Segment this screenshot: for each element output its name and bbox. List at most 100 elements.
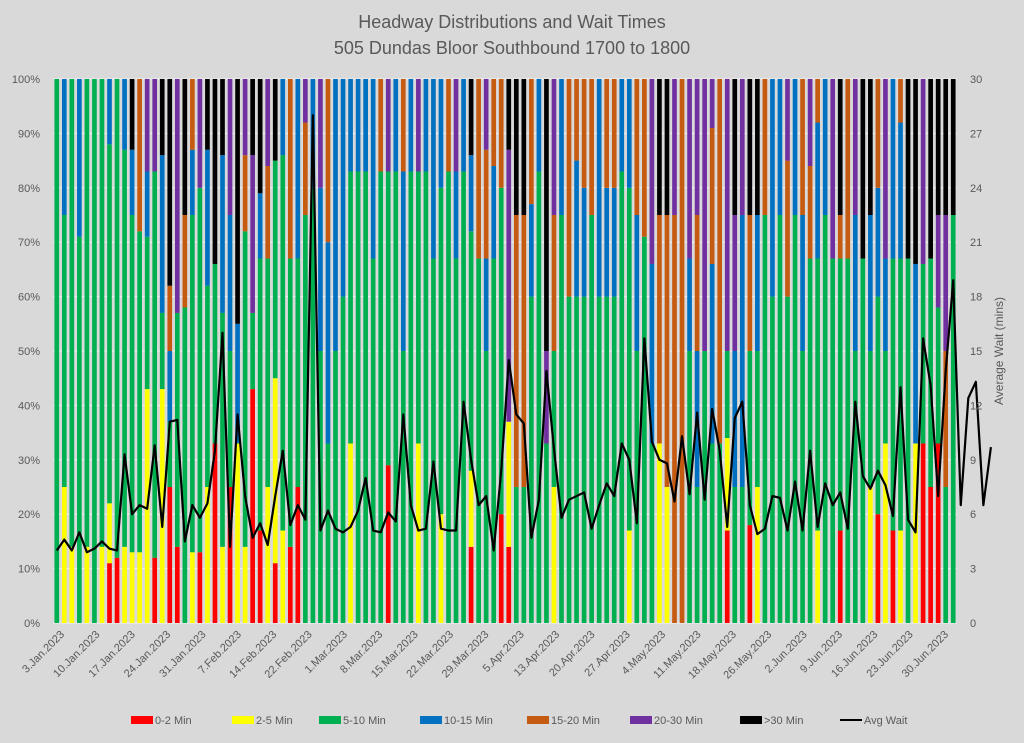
bar-segment-15-20-min (807, 166, 813, 259)
bar-segment-10-15-min (800, 215, 805, 351)
bar-segment-5-10-min (295, 258, 301, 487)
bar-stack (92, 79, 97, 623)
bar-segment-15-20-min (483, 149, 489, 259)
bar-segment-30-min (664, 79, 670, 215)
bar-stack (348, 79, 353, 623)
bar-segment-5-10-min (84, 79, 90, 547)
bar-segment-30-min (513, 79, 519, 215)
bar-segment-2-5-min (190, 552, 195, 623)
bar-segment-5-10-min (770, 296, 775, 623)
bar-segment-5-10-min (724, 351, 730, 439)
legend-label: >30 Min (764, 715, 803, 727)
bar-stack (340, 79, 346, 623)
bar-segment-2-5-min (506, 421, 512, 547)
bar-segment-15-20-min (378, 79, 384, 172)
bar-stack (604, 79, 610, 623)
bar-segment-10-15-min (355, 79, 361, 172)
bar-segment-30-min (272, 79, 278, 161)
bar-stack (837, 79, 843, 623)
bar-segment-5-10-min (61, 215, 67, 487)
bar-segment-20-30-min (694, 79, 700, 215)
bar-segment-2-5-min (69, 546, 75, 623)
bar-stack (250, 79, 255, 623)
left-tick-label: 0% (24, 618, 40, 630)
bar-stack (913, 79, 918, 623)
bar-segment-20-30-min (672, 79, 677, 215)
bar-segment-15-20-min (875, 79, 881, 188)
bar-segment-5-10-min (513, 487, 519, 623)
bar-stack (626, 79, 632, 623)
bar-stack (77, 79, 82, 623)
bar-stack (182, 79, 188, 623)
bar-stack (54, 79, 60, 623)
bar-segment-10-15-min (144, 171, 150, 237)
bar-segment-15-20-min (709, 127, 715, 264)
bar-segment-20-30-min (732, 215, 738, 351)
bar-segment-10-15-min (868, 215, 873, 351)
bar-segment-5-10-min (807, 258, 813, 623)
bar-stack (205, 79, 210, 623)
bar-segment-5-10-min (280, 155, 286, 531)
bar-stack (423, 79, 429, 624)
bar-stack (174, 79, 180, 623)
bar-segment-5-10-min (438, 187, 444, 515)
bar-segment-5-10-min (559, 215, 564, 623)
bar-segment-5-10-min (152, 171, 158, 558)
bar-stack (431, 79, 436, 623)
bar-segment-30-min (913, 79, 918, 264)
bar-segment-30-min (755, 79, 760, 215)
bar-segment-20-30-min (830, 79, 836, 259)
bar-segment-30-min (837, 79, 843, 215)
legend-label: 2-5 Min (256, 715, 293, 727)
bar-segment-10-15-min (438, 79, 444, 188)
bar-segment-30-min (257, 79, 263, 194)
bar-segment-5-10-min (777, 215, 783, 623)
legend: 0-2 Min 2-5 Min 5-10 Min 10-15 Min 15-20 Min… (131, 715, 907, 727)
bar-stack (679, 79, 685, 623)
bar-segment-15-20-min (513, 215, 519, 487)
bar-stack (318, 79, 323, 623)
bar-segment-0-2-min (114, 557, 120, 623)
bar-segment-10-15-min (370, 79, 376, 259)
left-tick-label: 40% (18, 400, 40, 412)
bar-stack (446, 79, 451, 624)
bar-segment-30-min (544, 79, 549, 351)
bar-segment-5-10-min (762, 215, 768, 623)
bar-segment-10-15-min (295, 79, 301, 259)
bar-segment-15-20-min (898, 79, 903, 123)
bar-stack (167, 79, 173, 623)
bar-segment-30-min (868, 79, 873, 215)
bar-segment-0-2-min (295, 487, 301, 623)
legend-label: 20-30 Min (654, 715, 703, 727)
bar-stack (770, 79, 775, 623)
bar-segment-15-20-min (679, 79, 685, 623)
bar-segment-15-20-min (446, 79, 451, 172)
bar-segment-5-10-min (446, 171, 451, 624)
bar-segment-20-30-min (453, 79, 459, 172)
legend-item: >30 Min (740, 715, 803, 727)
bar-segment-2-5-min (416, 443, 421, 623)
bar-segment-2-5-min (551, 487, 557, 623)
bar-segment-10-15-min (581, 187, 587, 297)
bar-segment-5-10-min (642, 236, 647, 623)
bar-segment-10-15-min (453, 171, 459, 259)
bar-segment-5-10-min (950, 215, 956, 623)
bar-segment-15-20-min (566, 79, 572, 297)
bar-stack (144, 79, 150, 623)
bar-segment-10-15-min (777, 79, 783, 215)
bar-segment-20-30-min (709, 79, 715, 128)
bar-stack (777, 79, 783, 623)
bar-segment-10-15-min (257, 193, 263, 259)
bar-segment-2-5-min (265, 487, 271, 623)
legend-label: 5-10 Min (343, 715, 386, 727)
bar-segment-10-15-min (898, 122, 903, 259)
bar-segment-5-10-min (190, 215, 195, 553)
bar-segment-20-30-min (649, 79, 655, 264)
bar-stack (559, 79, 564, 623)
bar-stack (137, 79, 142, 623)
bar-stack (355, 79, 361, 624)
bar-segment-5-10-min (325, 443, 331, 623)
bar-segment-10-15-min (559, 79, 564, 215)
bar-stack (551, 79, 557, 623)
